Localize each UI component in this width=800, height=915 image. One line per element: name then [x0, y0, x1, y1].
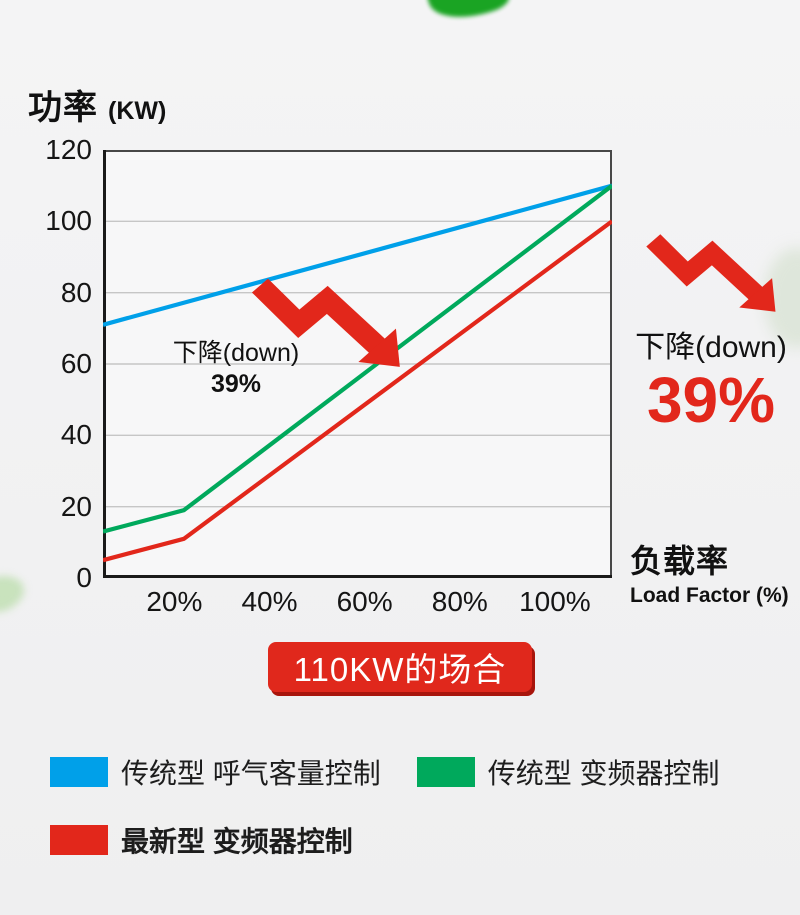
series-line	[102, 184, 614, 534]
y-tick-label: 60	[60, 348, 92, 379]
y-tick-label: 120	[45, 134, 92, 165]
legend-label: 传统型 变频器控制	[487, 758, 720, 789]
legend-swatch	[50, 825, 108, 855]
y-tick-label: 80	[60, 276, 92, 308]
x-axis-title-cn: 负载率	[630, 543, 730, 579]
arrow-head	[739, 278, 776, 312]
right-annotation-text: 下降(down)	[635, 331, 787, 364]
x-tick-label: 100%	[519, 586, 591, 617]
legend-item: 传统型 变频器控制	[416, 752, 720, 792]
y-tick-label: 40	[60, 419, 92, 451]
down-trend-arrow-icon	[646, 234, 776, 312]
line-chart	[102, 150, 614, 578]
right-annotation: 下降(down) 39%	[626, 232, 796, 432]
chart-title: 功率 (KW)	[28, 80, 166, 129]
plot-area	[102, 150, 614, 578]
scenario-badge: 110KW的场合	[268, 642, 532, 692]
arrow-head	[358, 328, 400, 367]
legend-row: 传统型 呼气客量控制 传统型 变频器控制	[50, 752, 770, 792]
legend-item: 传统型 呼气客量控制	[50, 752, 381, 792]
x-axis-tick-labels: 20% 40% 60% 80% 100%	[103, 586, 612, 620]
y-axis-title: 功率	[28, 89, 98, 127]
arrow-shaft	[251, 278, 386, 354]
down-trend-arrow-icon	[251, 278, 400, 367]
legend-swatch	[50, 757, 108, 787]
x-axis-title-en: Load Factor (%)	[630, 584, 789, 607]
arrow-shaft	[646, 234, 764, 301]
x-tick-label: 80%	[431, 586, 488, 617]
series-line	[102, 219, 614, 563]
y-axis-tick-labels: 120 100 80 60 40 20 0	[0, 134, 92, 593]
series-line	[102, 183, 613, 327]
y-axis-unit: (KW)	[108, 97, 167, 125]
x-axis-title: 负载率 Load Factor (%)	[630, 545, 789, 606]
in-chart-annotation: 下降(down) 39%	[166, 338, 306, 401]
x-tick-label: 60%	[336, 586, 393, 617]
legend-swatch	[416, 757, 475, 787]
legend-row: 最新型 变频器控制	[50, 820, 770, 860]
legend: 传统型 呼气客量控制 传统型 变频器控制最新型 变频器控制	[50, 752, 770, 888]
legend-item: 最新型 变频器控制	[50, 820, 353, 860]
legend-label: 传统型 呼气客量控制	[121, 758, 381, 789]
in-chart-annotation-percent: 39%	[210, 370, 262, 399]
y-tick-label: 100	[45, 205, 92, 237]
leaf-decoration-top-icon	[426, 0, 512, 30]
x-tick-label: 20%	[146, 586, 203, 617]
y-tick-label: 20	[60, 490, 92, 522]
right-annotation-percent: 39%	[646, 364, 776, 436]
in-chart-annotation-text: 下降(down)	[172, 339, 300, 367]
y-tick-label: 0	[76, 562, 92, 593]
legend-label: 最新型 变频器控制	[121, 826, 353, 857]
x-tick-label: 40%	[241, 586, 298, 617]
